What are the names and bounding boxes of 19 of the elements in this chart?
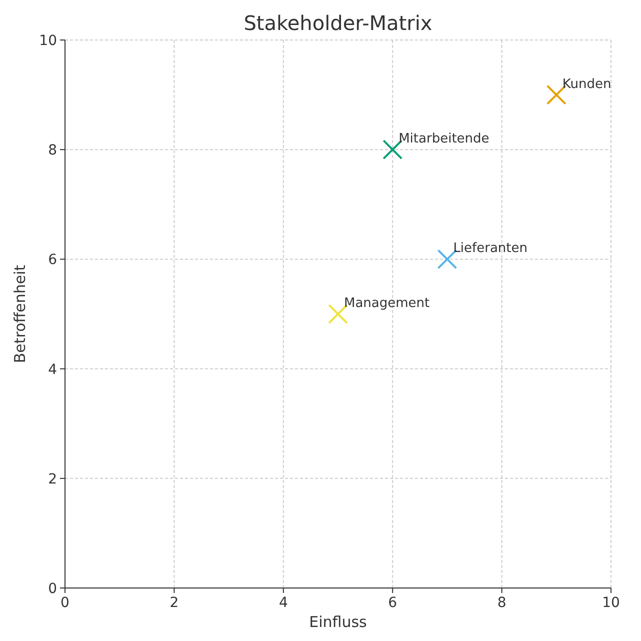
y-tick-label: 0	[48, 581, 57, 597]
x-axis-title: Einfluss	[309, 613, 368, 631]
x-tick-label: 2	[170, 595, 179, 611]
series-label: Management	[344, 296, 430, 311]
y-axis-title: Betroffenheit	[11, 264, 29, 364]
y-tick-label: 8	[48, 142, 57, 159]
x-tick-label: 4	[278, 595, 288, 611]
series-label: Lieferanten	[453, 241, 528, 256]
series-label: Kunden	[562, 76, 612, 92]
y-tick-label: 10	[39, 33, 57, 49]
y-tick-label: 6	[48, 252, 58, 268]
series-label: Mitarbeitende	[398, 132, 490, 147]
y-tick-label: 2	[48, 471, 57, 488]
y-tick-label: 4	[48, 362, 58, 378]
chart-title: Stakeholder-Matrix	[244, 11, 432, 35]
x-tick-label: 0	[60, 595, 70, 611]
x-tick-label: 6	[388, 595, 398, 611]
x-tick-label: 10	[602, 595, 620, 611]
x-tick-label: 8	[497, 595, 506, 611]
